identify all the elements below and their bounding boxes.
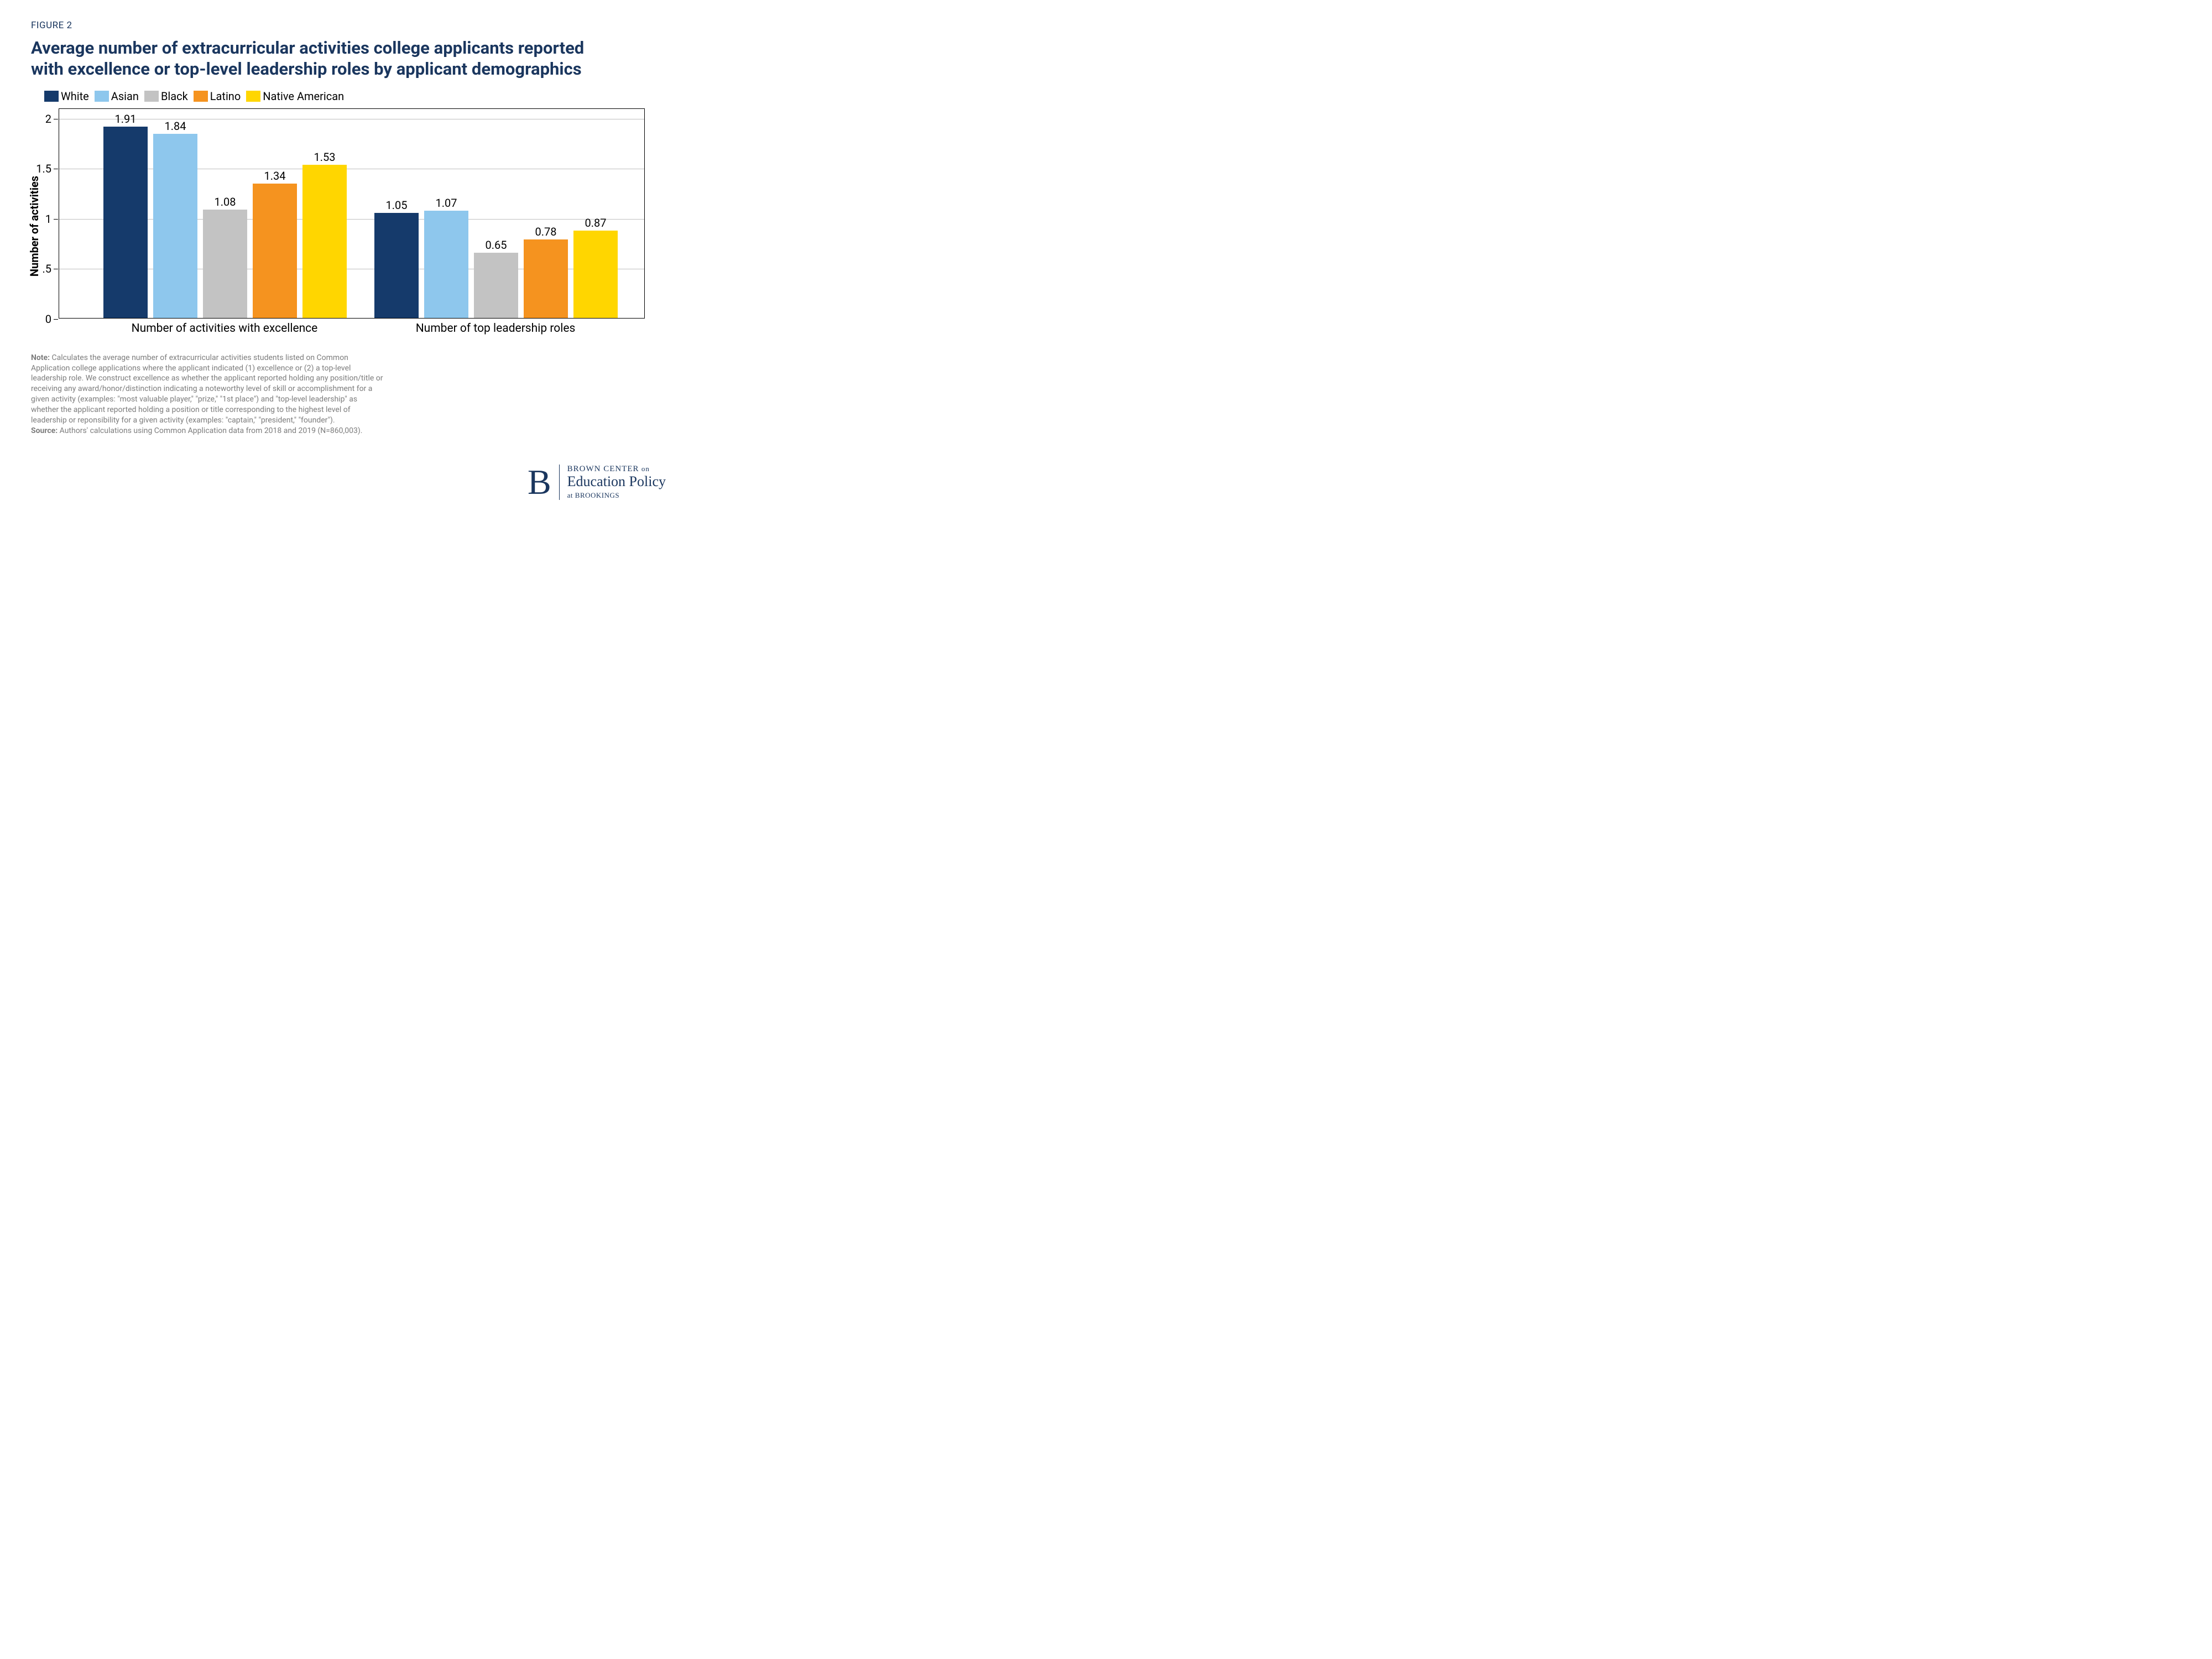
x-axis-labels: Number of activities with excellence Numb…	[59, 322, 645, 344]
legend-label: Black	[161, 90, 188, 103]
legend-item: Black	[144, 90, 188, 103]
legend-label: Asian	[111, 90, 139, 103]
legend-swatch	[144, 91, 159, 102]
bar-value-label: 0.65	[486, 238, 507, 254]
bar-value-label: 0.78	[535, 225, 557, 241]
bar-value-label: 1.07	[436, 196, 457, 212]
logo-line2: Education Policy	[567, 474, 666, 490]
y-tick-label: 1.5	[36, 162, 59, 175]
x-axis-label: Number of top leadership roles	[416, 322, 576, 335]
plot-area: 0.511.521.911.841.081.341.531.051.070.65…	[59, 108, 645, 319]
bar	[203, 210, 247, 317]
bar	[302, 165, 347, 318]
logo-text: BROWN CENTER on Education Policy at BROO…	[560, 465, 666, 500]
chart: Number of activities 0.511.521.911.841.0…	[59, 108, 677, 344]
logo-letter: B	[528, 465, 560, 500]
source-body: Authors' calculations using Common Appli…	[58, 426, 362, 435]
logo-line1a: BROWN CENTER	[567, 465, 639, 473]
logo-line3: at BROOKINGS	[567, 491, 666, 500]
bar	[424, 211, 468, 318]
bar	[253, 184, 297, 317]
bar-value-label: 1.91	[115, 112, 137, 128]
y-tick-label: 2	[45, 112, 59, 126]
source-label: Source:	[31, 426, 58, 435]
legend-swatch	[95, 91, 109, 102]
y-tick-label: .5	[42, 262, 59, 275]
logo-line1b: on	[639, 465, 650, 473]
legend: White Asian Black Latino Native American	[31, 90, 677, 103]
bar-value-label: 1.53	[314, 150, 336, 166]
bar-value-label: 1.34	[264, 169, 286, 185]
note-label: Note:	[31, 353, 50, 362]
bar-value-label: 1.08	[215, 195, 236, 211]
legend-item: White	[44, 90, 89, 103]
figure-label: FIGURE 2	[31, 20, 677, 31]
legend-item: Latino	[194, 90, 241, 103]
bar-value-label: 1.84	[165, 119, 186, 135]
legend-label: Latino	[210, 90, 241, 103]
y-axis-title: Number of activities	[28, 176, 41, 276]
x-axis-label: Number of activities with excellence	[132, 322, 318, 335]
legend-item: Asian	[95, 90, 139, 103]
y-tick-label: 0	[45, 312, 59, 326]
brookings-logo: B BROWN CENTER on Education Policy at BR…	[528, 465, 666, 500]
bar	[573, 231, 618, 317]
legend-item: Native American	[246, 90, 344, 103]
bar	[374, 213, 419, 318]
bar	[474, 253, 518, 318]
y-tick-label: 1	[45, 212, 59, 226]
note-body: Calculates the average number of extracu…	[31, 353, 383, 425]
legend-swatch	[44, 91, 59, 102]
legend-label: Native American	[263, 90, 344, 103]
bar	[524, 239, 568, 317]
bar	[103, 127, 148, 318]
footnote: Note: Calculates the average number of e…	[31, 353, 385, 436]
chart-title: Average number of extracurricular activi…	[31, 38, 612, 80]
legend-swatch	[246, 91, 260, 102]
legend-swatch	[194, 91, 208, 102]
legend-label: White	[61, 90, 89, 103]
bar-value-label: 0.87	[585, 216, 607, 232]
bar	[153, 134, 197, 318]
bar-value-label: 1.05	[386, 199, 408, 214]
